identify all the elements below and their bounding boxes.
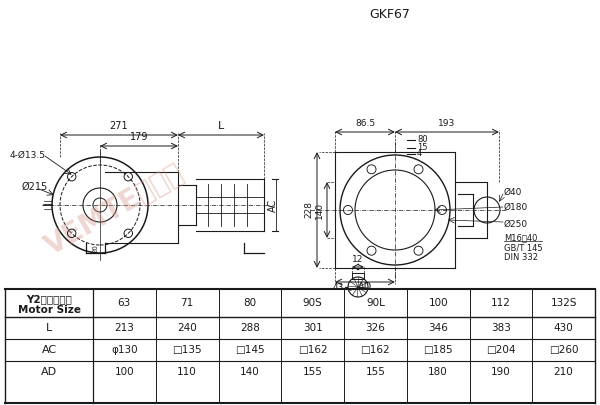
Text: GKF67: GKF67 bbox=[370, 8, 410, 21]
Text: DIN 332: DIN 332 bbox=[504, 254, 538, 262]
Text: φ130: φ130 bbox=[111, 345, 137, 355]
Text: 190: 190 bbox=[491, 367, 511, 377]
Text: 86.5: 86.5 bbox=[355, 119, 375, 128]
Text: □135: □135 bbox=[172, 345, 202, 355]
Text: 179: 179 bbox=[130, 132, 148, 142]
Text: L: L bbox=[218, 121, 224, 131]
Text: 4: 4 bbox=[417, 149, 422, 158]
Text: 20: 20 bbox=[93, 245, 99, 254]
Text: 110: 110 bbox=[177, 367, 197, 377]
Text: 100: 100 bbox=[428, 298, 448, 308]
Text: □145: □145 bbox=[235, 345, 265, 355]
Text: 240: 240 bbox=[177, 323, 197, 333]
Text: 326: 326 bbox=[365, 323, 385, 333]
Text: GB/T 145: GB/T 145 bbox=[504, 243, 542, 252]
Text: 430: 430 bbox=[554, 323, 574, 333]
Text: Y2电机机座号: Y2电机机座号 bbox=[26, 294, 72, 304]
Text: 193: 193 bbox=[439, 119, 455, 128]
Text: 80: 80 bbox=[244, 298, 256, 308]
Text: AD: AD bbox=[41, 367, 57, 377]
Text: □204: □204 bbox=[486, 345, 515, 355]
Text: □260: □260 bbox=[549, 345, 578, 355]
Text: 80: 80 bbox=[417, 136, 428, 145]
Text: 63: 63 bbox=[118, 298, 131, 308]
Text: □185: □185 bbox=[424, 345, 453, 355]
Text: 100: 100 bbox=[115, 367, 134, 377]
Text: Ø215: Ø215 bbox=[22, 182, 48, 192]
Text: 155: 155 bbox=[365, 367, 385, 377]
Text: 346: 346 bbox=[428, 323, 448, 333]
Text: AD: AD bbox=[358, 282, 372, 292]
Text: 132S: 132S bbox=[550, 298, 577, 308]
Text: 140: 140 bbox=[240, 367, 260, 377]
Text: 383: 383 bbox=[491, 323, 511, 333]
Text: Ø250: Ø250 bbox=[504, 220, 528, 228]
Text: Ø40: Ø40 bbox=[504, 188, 523, 196]
Text: □162: □162 bbox=[298, 345, 328, 355]
Text: 4-Ø13.5: 4-Ø13.5 bbox=[10, 151, 46, 160]
Text: M16深40: M16深40 bbox=[504, 234, 538, 243]
Text: 288: 288 bbox=[240, 323, 260, 333]
Text: □162: □162 bbox=[361, 345, 390, 355]
Text: AC: AC bbox=[41, 345, 56, 355]
Text: 90L: 90L bbox=[366, 298, 385, 308]
Text: 210: 210 bbox=[554, 367, 574, 377]
Text: AC: AC bbox=[268, 198, 278, 212]
Text: 90S: 90S bbox=[303, 298, 323, 308]
Text: 15: 15 bbox=[417, 143, 427, 153]
Text: Motor Size: Motor Size bbox=[17, 305, 80, 315]
Text: 43: 43 bbox=[332, 283, 344, 292]
Text: 271: 271 bbox=[110, 121, 128, 131]
Text: Ø180: Ø180 bbox=[504, 202, 528, 211]
Text: 155: 155 bbox=[302, 367, 323, 377]
Text: 12: 12 bbox=[352, 255, 364, 264]
Text: 71: 71 bbox=[181, 298, 194, 308]
Text: 112: 112 bbox=[491, 298, 511, 308]
Text: 228: 228 bbox=[305, 202, 314, 219]
Text: 180: 180 bbox=[428, 367, 448, 377]
Text: 140: 140 bbox=[314, 201, 323, 219]
Text: VEMTE瓦马特: VEMTE瓦马特 bbox=[41, 159, 190, 261]
Text: L: L bbox=[46, 323, 52, 333]
Text: 213: 213 bbox=[115, 323, 134, 333]
Text: 301: 301 bbox=[303, 323, 323, 333]
